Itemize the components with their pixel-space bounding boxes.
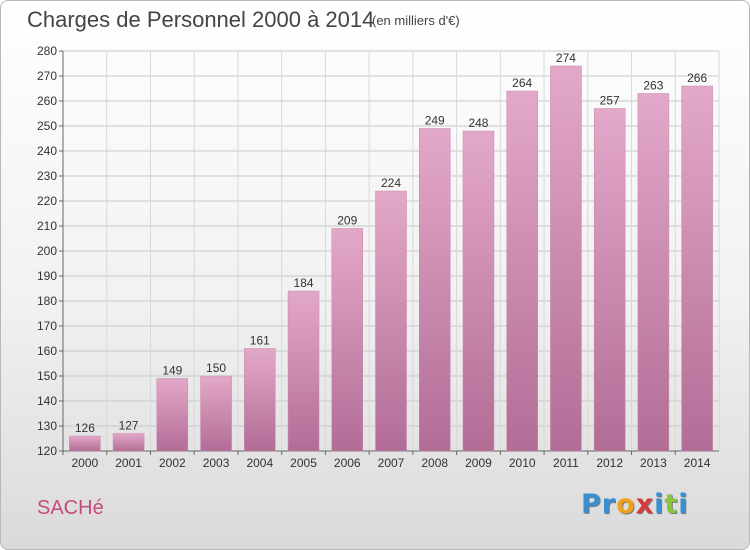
logo-letter: t: [664, 489, 679, 520]
data-label: 248: [468, 116, 488, 130]
x-tick-label: 2000: [72, 456, 99, 470]
x-tick-label: 2009: [465, 456, 492, 470]
bar: [287, 290, 320, 452]
chart-subtitle: (en milliers d'€): [372, 13, 460, 28]
data-label: 249: [425, 114, 445, 128]
bar: [637, 93, 670, 452]
x-tick-label: 2008: [421, 456, 448, 470]
bar: [244, 348, 276, 452]
data-label: 184: [294, 276, 314, 290]
bar: [462, 130, 495, 452]
y-tick-label: 180: [37, 294, 57, 308]
y-tick-label: 200: [37, 244, 57, 258]
data-label: 274: [556, 51, 576, 65]
bar: [550, 65, 582, 452]
x-tick-label: 2014: [684, 456, 711, 470]
y-tick-label: 130: [37, 419, 57, 433]
data-label: 127: [119, 419, 139, 433]
data-label: 161: [250, 334, 270, 348]
bar: [506, 90, 538, 452]
logo-letter: x: [635, 489, 655, 520]
x-tick-label: 2005: [290, 456, 317, 470]
x-tick-label: 2002: [159, 456, 186, 470]
logo-letter: i: [678, 489, 689, 520]
x-tick-label: 2001: [115, 456, 142, 470]
x-tick-label: 2007: [378, 456, 405, 470]
logo-letter: o: [616, 489, 636, 520]
proxiti-logo: Proxiti: [581, 489, 689, 520]
bar: [418, 128, 451, 452]
x-tick-label: 2004: [246, 456, 273, 470]
y-tick-label: 250: [37, 119, 57, 133]
x-tick-label: 2006: [334, 456, 361, 470]
y-tick-label: 170: [37, 319, 57, 333]
data-labels: 126 127 149 150 161 184 209 224 249 248 264 274 257 2…: [75, 51, 708, 435]
y-tick-label: 210: [37, 219, 57, 233]
data-label: 266: [687, 71, 707, 85]
logo-letter: P: [581, 489, 602, 520]
data-label: 149: [162, 364, 182, 378]
data-label: 150: [206, 361, 226, 375]
y-tick-label: 190: [37, 269, 57, 283]
bar: [375, 190, 407, 452]
x-tick-label: 2012: [596, 456, 623, 470]
y-tick-label: 280: [37, 44, 57, 58]
bar: [69, 435, 101, 452]
data-label: 224: [381, 176, 401, 190]
location-name: SACHé: [37, 497, 104, 519]
y-tick-label: 270: [37, 69, 57, 83]
x-tick-label: 2010: [509, 456, 536, 470]
y-tick-label: 120: [37, 444, 57, 458]
x-tick-label: 2013: [640, 456, 667, 470]
data-label: 126: [75, 421, 95, 435]
logo-letter: r: [601, 489, 617, 520]
y-tick-label: 230: [37, 169, 57, 183]
y-tick-label: 140: [37, 394, 57, 408]
y-tick-label: 150: [37, 369, 57, 383]
bar: [112, 433, 145, 452]
bars: [69, 65, 713, 452]
logo-letter: i: [654, 489, 665, 520]
y-tick-label: 220: [37, 194, 57, 208]
y-tick-label: 260: [37, 94, 57, 108]
x-tick-label: 2011: [553, 456, 579, 470]
x-tick-label: 2003: [203, 456, 230, 470]
y-tick-label: 160: [37, 344, 57, 358]
data-label: 209: [337, 214, 357, 228]
bar: [681, 85, 713, 452]
bar: [200, 375, 232, 452]
data-label: 263: [643, 79, 663, 93]
chart-title: Charges de Personnel 2000 à 2014: [27, 7, 375, 32]
data-label: 257: [600, 94, 620, 108]
data-label: 264: [512, 76, 532, 90]
bar: [331, 228, 364, 452]
y-tick-label: 240: [37, 144, 57, 158]
bar: [593, 108, 626, 452]
bar: [156, 378, 189, 452]
